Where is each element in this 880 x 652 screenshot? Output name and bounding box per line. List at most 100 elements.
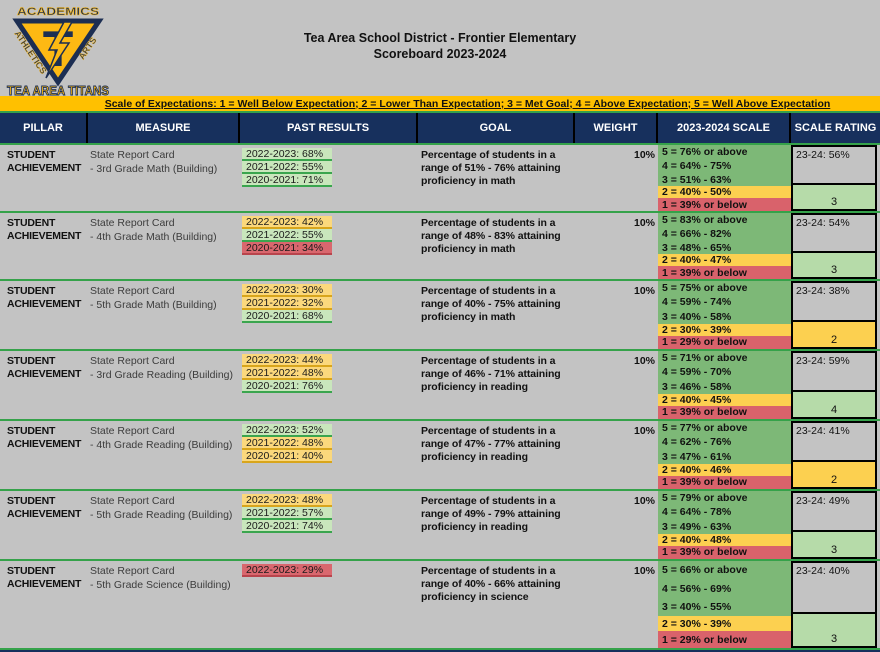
result-chip: 2021-2022: 48% [242,437,332,450]
result-chip: 2020-2021: 68% [242,310,332,323]
measure-line2: - 3rd Grade Math (Building) [90,162,218,175]
result-chip: 2020-2021: 74% [242,520,332,533]
past-results-cell: 2022-2023: 30% 2021-2022: 32% 2020-2021:… [240,281,418,349]
result-chip: 2021-2022: 48% [242,367,332,380]
weight-cell: 10% [633,495,655,507]
goal-cell: Percentage of students in a range of 46%… [421,355,561,394]
result-chip: 2020-2021: 76% [242,380,332,393]
scale-line-2: 2 = 40% - 50% [658,186,791,199]
scale-line-5: 5 = 83% or above [658,213,791,227]
rating-cell: 23-24: 54% 3 [791,213,880,279]
scale-line-4: 4 = 56% - 69% [658,579,791,598]
table-row: STUDENT ACHIEVEMENT State Report Card - … [0,349,880,419]
result-chip: 2022-2023: 52% [242,424,332,437]
scale-line-5: 5 = 79% or above [658,491,791,506]
scale-line-5: 5 = 66% or above [658,561,791,580]
scale-line-5: 5 = 75% or above [658,281,791,296]
page-title-block: Tea Area School District - Frontier Elem… [0,31,880,61]
result-chip: 2021-2022: 32% [242,297,332,310]
scale-cell: 5 = 79% or above 4 = 64% - 78% 3 = 49% -… [658,491,791,559]
pillar-cell: STUDENT ACHIEVEMENT [7,495,82,520]
measure-cell: State Report Card - 4th Grade Math (Buil… [88,213,240,279]
scale-line-2: 2 = 40% - 47% [658,254,791,267]
measure-line2: - 5th Grade Reading (Building) [90,508,233,521]
table-row: STUDENT ACHIEVEMENT State Report Card - … [0,419,880,489]
rating-year-label: 23-24: 49% [791,491,877,533]
scale-cell: 5 = 76% or above 4 = 64% - 75% 3 = 51% -… [658,145,791,211]
column-header-goal: GOAL [418,113,575,143]
measure-line1: State Report Card [90,425,175,437]
scale-line-3: 3 = 49% - 63% [658,519,791,534]
table-row: STUDENT ACHIEVEMENT State Report Card - … [0,279,880,349]
weight-cell: 10% [633,149,655,161]
past-results-cell: 2022-2023: 68% 2021-2022: 55% 2020-2021:… [240,145,418,211]
page-title: Tea Area School District - Frontier Elem… [303,31,577,45]
scale-line-4: 4 = 59% - 74% [658,295,791,310]
result-chip: 2022-2023: 48% [242,494,332,507]
rating-cell: 23-24: 40% 3 [791,561,880,648]
measure-line1: State Report Card [90,149,175,161]
scale-of-expectations-banner: Scale of Expectations: 1 = Well Below Ex… [0,96,880,113]
result-chip: 2021-2022: 57% [242,507,332,520]
scale-line-1: 1 = 29% or below [658,335,791,349]
scale-line-2: 2 = 30% - 39% [658,323,791,336]
scale-line-5: 5 = 77% or above [658,421,791,436]
lightning-bolt-icon [45,21,74,79]
past-results-cell: 2022-2023: 52% 2021-2022: 48% 2020-2021:… [240,421,418,489]
pillar-cell: STUDENT ACHIEVEMENT [7,149,82,174]
goal-cell: Percentage of students in a range of 51%… [421,149,561,188]
column-header-weight: WEIGHT [575,113,658,143]
scale-line-2: 2 = 40% - 45% [658,393,791,406]
goal-cell: Percentage of students in a range of 47%… [421,425,561,464]
goal-cell: Percentage of students in a range of 48%… [421,217,561,256]
scale-line-4: 4 = 66% - 82% [658,226,791,241]
goal-cell: Percentage of students in a range of 49%… [421,495,561,534]
measure-line2: - 5th Grade Science (Building) [90,578,231,591]
scale-line-5: 5 = 71% or above [658,351,791,366]
measure-cell: State Report Card - 5th Grade Math (Buil… [88,281,240,349]
scale-line-3: 3 = 47% - 61% [658,449,791,464]
column-header-past-results: PAST RESULTS [240,113,418,143]
scale-line-1: 1 = 39% or below [658,545,791,559]
measure-cell: State Report Card - 4th Grade Reading (B… [88,421,240,489]
pillar-cell: STUDENT ACHIEVEMENT [7,355,82,380]
measure-line2: - 4th Grade Reading (Building) [90,438,233,451]
measure-line1: State Report Card [90,285,175,297]
scale-line-1: 1 = 39% or below [658,475,791,489]
weight-cell: 10% [633,355,655,367]
weight-cell: 10% [633,565,655,577]
rating-value-box: 3 [791,183,877,211]
table-body: STUDENT ACHIEVEMENT State Report Card - … [0,143,880,649]
column-header-pillar: PILLAR [0,113,88,143]
result-chip: 2022-2023: 30% [242,284,332,297]
tea-area-titans-logo: T ACADEMICS ATHLETICS ARTS TEA AREA TITA… [7,6,110,98]
logo-top-text: ACADEMICS [17,6,99,18]
column-header-scale-rating: SCALE RATING [794,122,877,134]
rating-cell: 23-24: 38% 2 [791,281,880,349]
result-chip: 2022-2023: 44% [242,354,332,367]
rating-value-box: 3 [791,530,877,559]
scale-line-4: 4 = 62% - 76% [658,435,791,450]
scale-line-1: 1 = 39% or below [658,266,791,279]
scale-line-4: 4 = 64% - 78% [658,505,791,520]
top-header-area: T ACADEMICS ATHLETICS ARTS TEA AREA TITA… [0,0,880,98]
scale-line-3: 3 = 48% - 65% [658,240,791,255]
measure-line2: - 5th Grade Math (Building) [90,298,217,311]
rating-value-box: 2 [791,320,877,349]
rating-year-label: 23-24: 59% [791,351,877,393]
past-results-cell: 2022-2023: 48% 2021-2022: 57% 2020-2021:… [240,491,418,559]
rating-value-box: 3 [791,611,877,648]
goal-cell: Percentage of students in a range of 40%… [421,285,561,324]
scale-line-5: 5 = 76% or above [658,145,791,159]
rating-cell: 23-24: 59% 4 [791,351,880,419]
measure-line2: - 4th Grade Math (Building) [90,230,217,243]
rating-year-label: 23-24: 40% [791,561,877,614]
scale-cell: 5 = 83% or above 4 = 66% - 82% 3 = 48% -… [658,213,791,279]
rating-year-label: 23-24: 54% [791,213,877,254]
scale-line-3: 3 = 46% - 58% [658,379,791,394]
scale-line-4: 4 = 59% - 70% [658,365,791,380]
goal-cell: Percentage of students in a range of 40%… [421,565,561,604]
measure-cell: State Report Card - 5th Grade Science (B… [88,561,240,648]
scale-cell: 5 = 71% or above 4 = 59% - 70% 3 = 46% -… [658,351,791,419]
